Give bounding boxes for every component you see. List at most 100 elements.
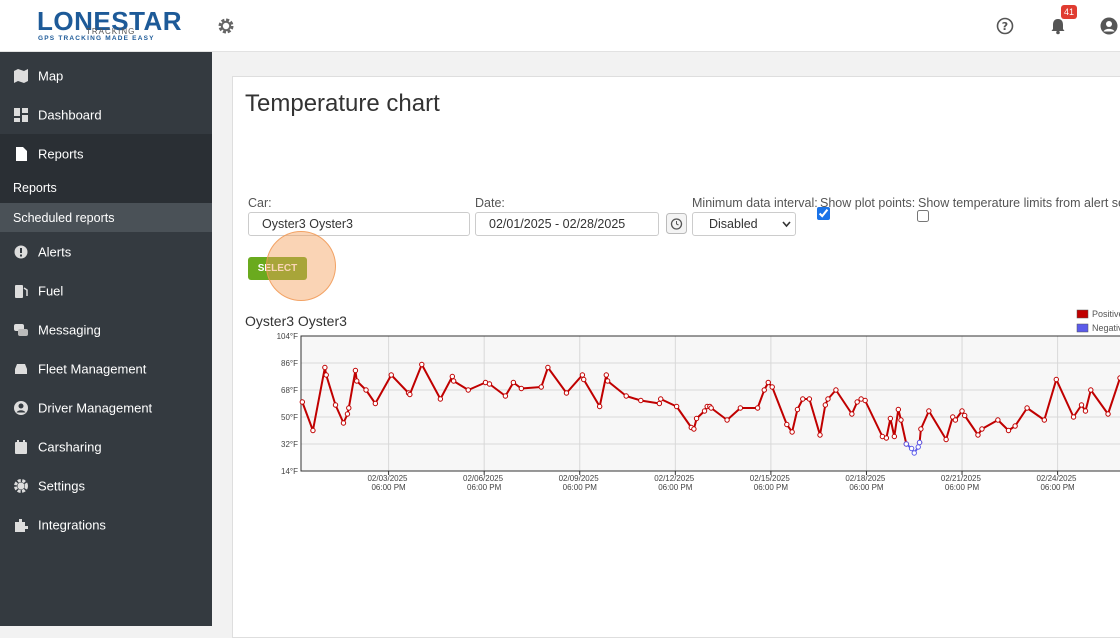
nav-item[interactable]: Settings — [0, 466, 212, 505]
nav-label: Dashboard — [38, 107, 102, 122]
data-point — [388, 372, 394, 378]
data-point — [915, 444, 921, 450]
data-point — [538, 384, 544, 390]
nav-item[interactable]: Alerts — [0, 232, 212, 271]
chart-title: Oyster3 Oyster3 — [245, 313, 347, 329]
data-point — [891, 433, 898, 440]
legend-swatch — [1076, 309, 1089, 319]
y-tick-label: 50°F — [281, 413, 298, 422]
data-point — [1053, 376, 1059, 383]
data-point — [502, 393, 509, 399]
user-icon[interactable] — [1099, 16, 1119, 36]
data-point — [887, 415, 894, 422]
nav-icon — [14, 245, 28, 258]
nav-label: Integrations — [38, 517, 106, 532]
legend-swatch — [1076, 323, 1089, 333]
nav-label: Map — [38, 68, 64, 83]
data-point — [596, 403, 603, 410]
nav-icon — [15, 518, 28, 532]
data-point — [656, 400, 663, 407]
date-input[interactable]: 02/01/2025 - 02/28/2025 — [475, 212, 659, 236]
subnav-item-active[interactable]: Scheduled reports — [0, 203, 212, 232]
data-point — [784, 421, 790, 428]
data-point — [322, 364, 328, 371]
data-point — [908, 445, 915, 452]
data-point — [658, 396, 664, 402]
nav-item[interactable]: Fuel — [0, 271, 212, 310]
nav-item[interactable]: Driver Management — [0, 388, 212, 427]
data-point — [761, 387, 767, 393]
nav-item[interactable]: Integrations — [0, 505, 212, 544]
data-point — [1082, 408, 1089, 414]
data-point — [603, 372, 609, 378]
car-label: Car: — [248, 196, 272, 210]
x-tick-label: 02/24/2025 06:00 PM — [1036, 474, 1078, 492]
nav-item[interactable]: Fleet Management — [0, 349, 212, 388]
data-point — [354, 378, 360, 384]
data-point — [1024, 405, 1030, 411]
interval-select[interactable]: Disabled — [692, 212, 796, 236]
nav-item[interactable]: Messaging — [0, 310, 212, 349]
data-point — [789, 429, 795, 435]
data-point — [708, 405, 714, 411]
nav-item[interactable]: Carsharing — [0, 427, 212, 466]
plot-points-label: Show plot points: — [820, 196, 916, 210]
clock-button[interactable] — [666, 213, 687, 234]
data-point — [346, 405, 352, 411]
nav-label: Fleet Management — [38, 361, 147, 376]
nav-item-active[interactable]: Reports — [0, 134, 212, 173]
plot-background — [301, 336, 1120, 471]
data-point — [623, 393, 629, 399]
limits-checkbox[interactable] — [917, 210, 929, 222]
y-tick-label: 14°F — [281, 467, 298, 476]
interval-value: Disabled — [709, 217, 758, 231]
header: LONESTAR TRACKING GPS TRACKING MADE EASY… — [0, 0, 1120, 52]
nav-label: Fuel — [38, 283, 64, 298]
bell-icon[interactable] — [1049, 17, 1067, 35]
data-point — [1105, 411, 1111, 417]
date-label: Date: — [475, 196, 505, 210]
nav-icon — [14, 68, 28, 83]
data-point — [854, 399, 860, 405]
x-tick-label: 02/15/2025 06:00 PM — [750, 474, 792, 492]
x-tick-label: 02/18/2025 06:00 PM — [845, 474, 887, 492]
nav-item[interactable]: Dashboard — [0, 95, 212, 134]
temperature-chart: Oyster3 Oyster3 14°F 32°F 50°F 68°F 86°F 104°… — [245, 309, 1120, 492]
data-point — [604, 378, 611, 384]
subnav-label: Reports — [13, 181, 57, 195]
data-point — [895, 406, 902, 413]
data-point — [975, 432, 981, 438]
car-input[interactable]: Oyster3 Oyster3 — [248, 212, 470, 236]
logo-title[interactable]: LONESTAR — [37, 6, 183, 36]
data-point — [419, 361, 425, 368]
subnav-item[interactable]: Reports — [0, 173, 212, 203]
data-point — [769, 384, 775, 390]
x-tick-label: 02/21/2025 06:00 PM — [941, 474, 983, 492]
data-point — [898, 417, 904, 423]
data-point — [449, 373, 456, 380]
data-point — [407, 391, 413, 398]
click-highlight — [266, 231, 336, 301]
settings-icon[interactable] — [217, 17, 235, 35]
help-icon[interactable]: ? — [996, 17, 1014, 35]
data-point — [450, 378, 457, 384]
data-point — [862, 397, 868, 404]
data-point — [638, 397, 644, 404]
data-point — [926, 408, 932, 414]
data-point — [465, 387, 471, 393]
x-tick-label: 02/06/2025 06:00 PM — [463, 474, 505, 492]
data-point — [344, 411, 351, 417]
data-point — [1005, 427, 1012, 434]
data-point — [310, 427, 316, 434]
plot-points-checkbox[interactable] — [817, 207, 830, 220]
data-point — [849, 411, 855, 417]
nav-icon — [15, 284, 28, 298]
nav-label: Messaging — [38, 322, 101, 337]
y-tick-label: 32°F — [281, 440, 298, 449]
data-point — [754, 405, 761, 411]
data-point — [486, 381, 493, 387]
nav-icon — [14, 478, 28, 493]
data-point — [903, 441, 909, 447]
nav-item[interactable]: Map — [0, 56, 212, 95]
y-tick-label: 104°F — [277, 332, 299, 341]
